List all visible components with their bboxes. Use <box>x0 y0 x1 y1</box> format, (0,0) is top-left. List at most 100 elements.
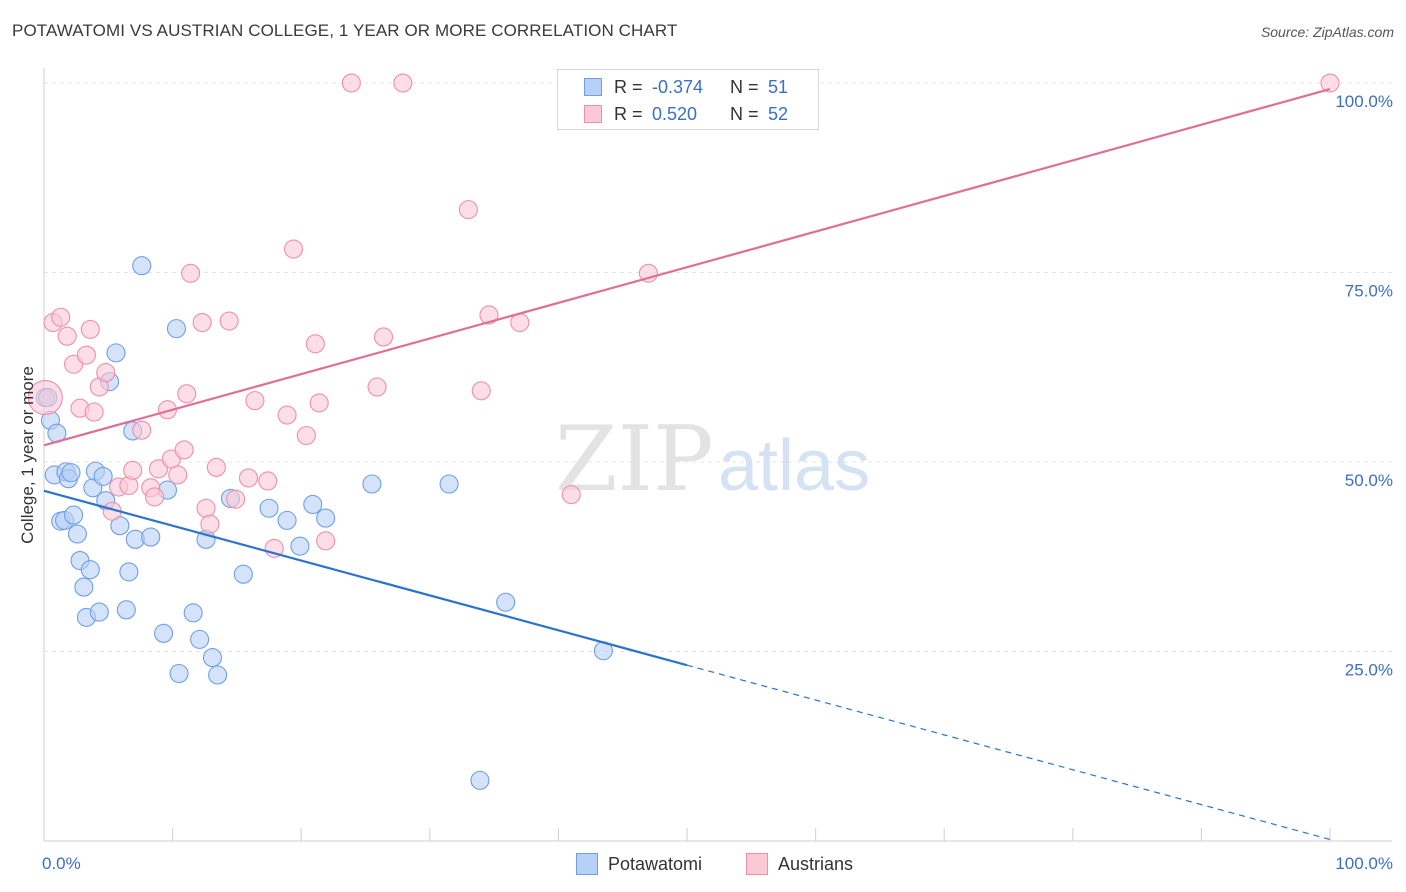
data-point-austrians <box>177 384 197 404</box>
data-point-potawatomi <box>67 524 87 544</box>
legend-swatch-pink <box>584 105 602 123</box>
data-point-potawatomi <box>439 474 459 494</box>
x-tick-label: 0.0% <box>42 854 81 873</box>
data-point-austrians <box>80 319 100 339</box>
data-point-potawatomi <box>166 319 187 339</box>
trend-line-extension <box>686 664 1331 841</box>
data-point-austrians <box>145 487 165 507</box>
data-point-potawatomi <box>154 623 174 643</box>
watermark-atlas: atlas <box>718 426 870 506</box>
axes <box>43 68 1392 842</box>
data-point-potawatomi <box>470 770 490 790</box>
data-point-potawatomi <box>202 648 223 668</box>
data-point-potawatomi <box>208 665 228 685</box>
data-point-austrians <box>200 514 220 534</box>
data-point-austrians <box>84 402 104 422</box>
data-point-potawatomi <box>64 505 84 525</box>
data-point-austrians <box>206 457 226 477</box>
data-point-potawatomi <box>233 564 253 584</box>
data-point-austrians <box>471 381 491 401</box>
data-point-potawatomi <box>190 629 210 649</box>
data-point-potawatomi <box>93 466 113 486</box>
legend-item-potawatomi[interactable]: Potawatomi <box>576 852 702 876</box>
y-axis-label: College, 1 year or more <box>18 366 37 544</box>
data-point-potawatomi <box>277 510 297 530</box>
data-point-austrians <box>309 393 329 413</box>
data-point-potawatomi <box>116 600 136 620</box>
n-value: 51 <box>768 76 789 97</box>
watermark: ZIP atlas <box>555 407 870 512</box>
watermark-zip: ZIP <box>555 407 714 512</box>
data-point-potawatomi <box>183 603 203 623</box>
data-point-potawatomi <box>259 498 279 518</box>
data-point-austrians <box>181 263 201 283</box>
data-point-austrians <box>123 460 143 480</box>
data-point-potawatomi <box>74 577 94 597</box>
data-point-potawatomi <box>496 592 516 612</box>
trend-line-austrians <box>43 88 1331 447</box>
legend-row-austrians: R = 0.520 N = 52 <box>584 102 788 126</box>
legend-swatch-pink <box>746 853 768 875</box>
legend-swatch-blue <box>584 78 602 96</box>
data-points <box>27 73 1340 790</box>
r-value: -0.374 <box>652 76 704 97</box>
trend-line-potawatomi <box>43 489 688 667</box>
data-point-austrians <box>305 334 325 354</box>
legend-label-potawatomi: Potawatomi <box>608 853 703 874</box>
data-point-austrians <box>367 377 387 397</box>
n-label: N = <box>730 76 759 97</box>
data-point-austrians <box>277 405 297 425</box>
data-point-potawatomi <box>80 560 100 580</box>
data-point-austrians <box>479 305 499 325</box>
legend-label-austrians: Austrians <box>778 853 854 874</box>
data-point-austrians <box>168 465 188 485</box>
source-label: Source: ZipAtlas.com <box>1260 24 1394 40</box>
r-value: 0.520 <box>652 103 698 124</box>
data-point-austrians <box>27 380 63 416</box>
data-point-austrians <box>258 471 278 491</box>
legend-item-austrians[interactable]: Austrians <box>746 852 853 876</box>
data-point-austrians <box>57 326 77 346</box>
legend-swatch-blue <box>576 853 598 875</box>
data-point-austrians <box>561 485 581 505</box>
data-point-austrians <box>51 307 71 327</box>
data-point-austrians <box>245 391 265 411</box>
data-point-austrians <box>1320 73 1340 93</box>
data-point-potawatomi <box>316 508 336 528</box>
data-point-austrians <box>174 440 194 460</box>
gridlines <box>44 82 1392 653</box>
axis-labels: 25.0% 50.0% 75.0% 100.0% 0.0% 100.0% <box>42 92 1393 873</box>
data-point-austrians <box>219 311 239 331</box>
data-point-austrians <box>373 327 394 347</box>
data-point-potawatomi <box>61 463 81 483</box>
data-point-austrians <box>226 489 246 509</box>
data-point-austrians <box>283 239 304 259</box>
data-point-austrians <box>393 73 413 93</box>
data-point-austrians <box>238 468 259 488</box>
n-value: 52 <box>768 103 789 124</box>
data-point-potawatomi <box>119 562 139 582</box>
r-label: R = <box>614 76 643 97</box>
data-point-austrians <box>96 363 116 383</box>
data-point-austrians <box>316 531 336 551</box>
data-point-potawatomi <box>89 602 109 622</box>
stats-legend: R = -0.374 N = 51 R = 0.520 N = 52 <box>557 69 819 130</box>
y-tick-label: 50.0% <box>1345 471 1393 490</box>
data-point-austrians <box>192 313 212 333</box>
data-point-austrians <box>296 425 316 446</box>
r-label: R = <box>614 103 643 124</box>
n-label: N = <box>730 103 759 124</box>
data-point-potawatomi <box>290 536 310 556</box>
x-tick-label: 100.0% <box>1335 854 1393 873</box>
data-point-potawatomi <box>362 474 382 494</box>
data-point-austrians <box>196 498 216 518</box>
data-point-austrians <box>148 459 169 479</box>
data-point-potawatomi <box>169 663 189 684</box>
data-point-austrians <box>76 345 96 365</box>
trend-lines <box>43 88 1331 841</box>
y-tick-label: 100.0% <box>1335 92 1393 111</box>
legend-row-potawatomi: R = -0.374 N = 51 <box>584 75 788 99</box>
data-point-potawatomi <box>303 494 323 515</box>
chart-title: POTAWATOMI VS AUSTRIAN COLLEGE, 1 YEAR O… <box>12 21 678 40</box>
